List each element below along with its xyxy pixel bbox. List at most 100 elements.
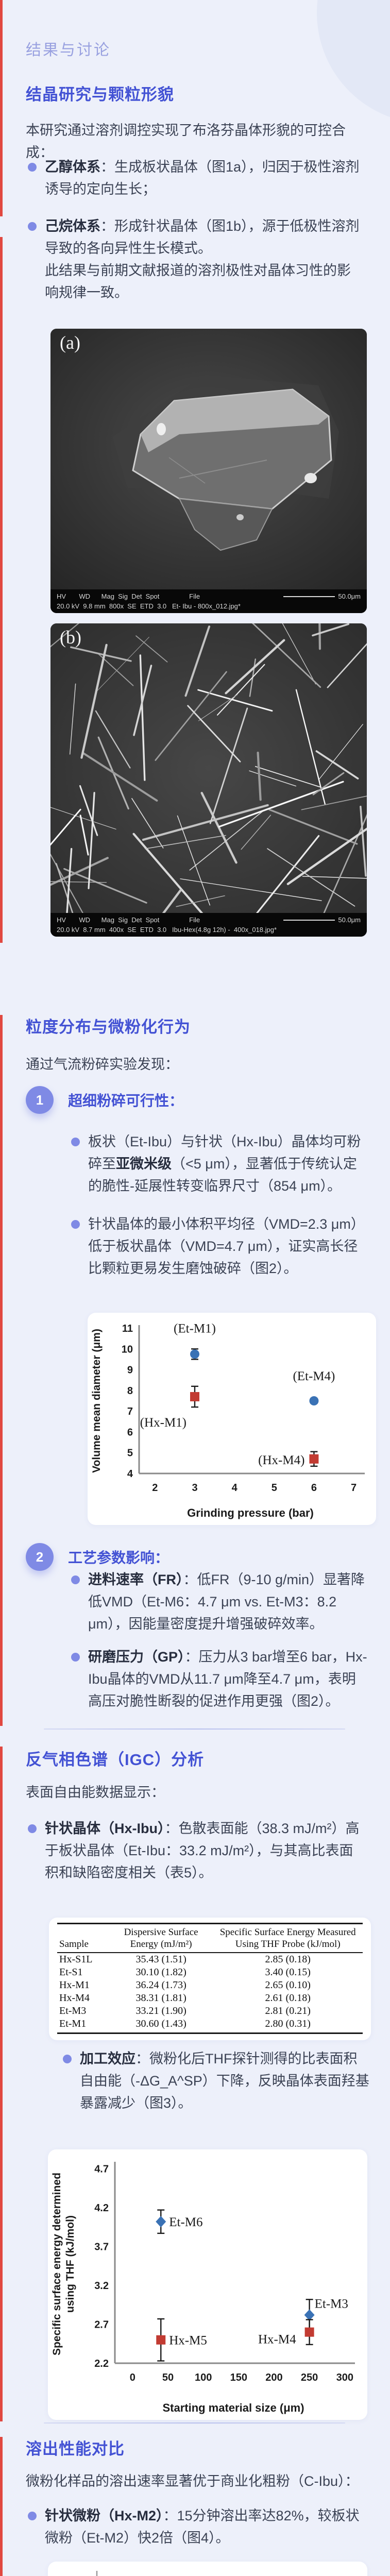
- svg-text:4.2: 4.2: [94, 2202, 109, 2214]
- svg-text:using THF (kJ/mol): using THF (kJ/mol): [64, 2215, 76, 2313]
- svg-text:Volume mean diameter (μm): Volume mean diameter (μm): [91, 1329, 103, 1473]
- section-title-igc: 反气相色谱（IGC）分析: [26, 1751, 205, 1769]
- step-label: 超细粉碎可行性：: [68, 1093, 184, 1109]
- bullet-text: ：微粉化后THF探针测得的比表面积自由能（-ΔG_A^SP）下降，反映晶体表面羟…: [80, 2051, 369, 2111]
- left-edge-artifact: [0, 237, 3, 943]
- table-row: Et-S1 30.10 (1.82) 3.40 (0.15): [59, 1967, 311, 1978]
- bullet-dot: [71, 1653, 80, 1662]
- bullet-label: 研磨压力（GP）: [88, 1649, 185, 1665]
- bullet-processing-effect: 加工效应：微粉化后THF探针测得的比表面积自由能（-ΔG_A^SP）下降，反映晶…: [63, 2048, 369, 2114]
- sse-vs-size-chart-panel: 2.2 2.7 3.2 3.7 4.2 4.7 0 50 100 150 200 250 300 Star…: [48, 2149, 367, 2420]
- svg-text:7: 7: [127, 1406, 133, 1417]
- bullet-dot: [28, 222, 37, 231]
- sem-needles-image: [50, 623, 367, 913]
- svg-text:Hx-M4: Hx-M4: [258, 2333, 296, 2347]
- section-intro: 通过气流粉碎实验发现：: [26, 1057, 179, 1072]
- sub-bullet-micronisation: 板状（Et-Ibu）与针状（Hx-Ibu）晶体均可粉碎至亚微米级（<5 μm），…: [71, 1131, 367, 1197]
- bullet-dot: [71, 1575, 80, 1584]
- svg-text:Specific surface energy determ: Specific surface energy determined: [51, 2173, 63, 2355]
- scale-bar-label: 50.0μm: [338, 916, 361, 924]
- section-title-particle-size: 粒度分布与微粉化行为: [26, 1018, 191, 1036]
- numbered-item-2: 2 工艺参数影响：: [26, 1543, 169, 1571]
- surface-energy-table-panel: Sample Dispersive Surface Energy (mJ/m²)…: [49, 1918, 371, 2040]
- step-number-badge: 1: [26, 1086, 54, 1114]
- svg-text:2: 2: [152, 1482, 158, 1494]
- svg-text:0: 0: [130, 2372, 135, 2383]
- vmd-vs-pressure-chart-panel: 4 5 6 7 8 9 10 11 2 3 4 5 6 7 Grinding pressure (bar) V…: [88, 1313, 376, 1525]
- bullet-needle-dissolution: 针状微粉（Hx-M2）：15分钟溶出率达82%，较板状微粉（Et-M2）快2倍（…: [28, 2505, 363, 2549]
- sem-meta-headers: HV WD Mag Sig Det Spot File: [57, 592, 200, 600]
- sub-bullet-feed-rate: 进料速率（FR）：低FR（9-10 g/min）显著降低VMD（Et-M6：4.…: [71, 1569, 367, 1635]
- svg-text:Et-M6: Et-M6: [169, 2215, 202, 2229]
- surface-energy-table: Sample Dispersive Surface Energy (mJ/m²)…: [57, 1923, 363, 2034]
- svg-text:4: 4: [232, 1482, 238, 1494]
- bullet-text: （<5 μm），显著低于传统认定的脆性-延展性转变临界尺寸（854 μm）。: [88, 1156, 357, 1194]
- bullet-note: 此结果与前期文献报道的溶剂极性对晶体习性的影响规律一致。: [45, 263, 351, 300]
- table-row: Hx-M4 38.31 (1.81) 2.61 (0.18): [59, 1992, 311, 2004]
- svg-text:5: 5: [127, 1448, 133, 1459]
- scale-bar-label: 50.0μm: [338, 592, 361, 600]
- bullet-label: 针状晶体（Hx-Ibu）: [45, 1821, 165, 1836]
- section-intro: 本研究通过溶剂调控实现了布洛芬晶体形貌的可控合成：: [26, 123, 346, 160]
- dissolution-chart: 0.0020.0040.0060.0080.00100.00120.000102…: [96, 2571, 98, 2576]
- scale-bar-line: [283, 596, 335, 597]
- sem-figure-plate-crystal: (a) HV WD Mag Sig Det Spot File 50.0μm 2…: [50, 329, 367, 613]
- bullet-dot: [63, 2055, 72, 2063]
- sem-meta-values: 20.0 kV 9.8 mm 800x SE ETD 3.0 Et- Ibu -…: [57, 602, 241, 610]
- svg-text:6: 6: [127, 1427, 133, 1438]
- bullet-needle-surface-energy: 针状晶体（Hx-Ibu）：色散表面能（38.3 mJ/m²）高于板状晶体（Et-…: [28, 1818, 363, 1884]
- svg-text:3.7: 3.7: [94, 2242, 109, 2253]
- svg-text:150: 150: [230, 2372, 247, 2383]
- svg-text:10: 10: [122, 1344, 133, 1355]
- dissolution-chart-panel: 0.0020.0040.0060.0080.00100.00120.000102…: [48, 2562, 367, 2576]
- vmd-vs-pressure-chart: 4 5 6 7 8 9 10 11 2 3 4 5 6 7 Grinding pressure (bar) V…: [91, 1321, 365, 1519]
- bullet-text: ：生成板状晶体（图1a），归因于极性溶剂诱导的定向生长；: [45, 159, 360, 197]
- table-row: Et-M3 33.21 (1.90) 2.81 (0.21): [59, 2005, 311, 2016]
- bullet-label: 进料速率（FR）: [88, 1572, 183, 1587]
- bullet-text: ：压力从3 bar增至6 bar，Hx-Ibu晶体的VMD从11.7 μm降至4…: [88, 1649, 367, 1709]
- svg-text:6: 6: [311, 1482, 317, 1494]
- svg-text:(Et-M4): (Et-M4): [293, 1369, 335, 1383]
- svg-text:(Hx-M4): (Hx-M4): [258, 1453, 304, 1467]
- svg-text:100: 100: [195, 2372, 212, 2383]
- svg-text:9: 9: [127, 1365, 133, 1376]
- bullet-text: ：形成针状晶体（图1b），源于低极性溶剂导致的各向异性生长模式。: [45, 218, 360, 256]
- bullet-text: 针状晶体的最小体积平均径（VMD=2.3 μm）低于板状晶体（VMD=4.7 μ…: [88, 1216, 365, 1276]
- svg-text:8: 8: [127, 1385, 133, 1397]
- svg-text:250: 250: [301, 2372, 318, 2383]
- table-header-row: Sample Dispersive Surface Energy (mJ/m²)…: [57, 1923, 363, 1953]
- section-divider: [44, 1728, 345, 1730]
- svg-text:4.7: 4.7: [94, 2164, 109, 2175]
- step-label: 工艺参数影响：: [68, 1550, 169, 1566]
- table-row: Hx-M1 36.24 (1.73) 2.65 (0.10): [59, 1979, 311, 1991]
- bullet-ethanol-system: 乙醇体系：生成板状晶体（图1a），归因于极性溶剂诱导的定向生长；: [28, 156, 363, 200]
- bullet-dot: [28, 1824, 37, 1833]
- col-header-specific: Specific Surface Energy Measured Using T…: [213, 1923, 363, 1953]
- page-title: 结果与讨论: [26, 42, 111, 59]
- sem-metadata-bar: HV WD Mag Sig Det Spot File 50.0μm 20.0 …: [50, 589, 367, 613]
- scale-bar: 50.0μm: [283, 915, 361, 925]
- svg-text:11: 11: [122, 1323, 133, 1334]
- scale-bar-line: [283, 919, 335, 921]
- sse-vs-size-chart: 2.2 2.7 3.2 3.7 4.2 4.7 0 50 100 150 200 250 300 Star…: [51, 2162, 355, 2414]
- figure-label-b: (b): [60, 627, 81, 648]
- corner-circle-decoration: [317, 0, 390, 124]
- section-title-crystallization: 结晶研究与颗粒形貌: [26, 86, 174, 104]
- sem-meta-headers: HV WD Mag Sig Det Spot File: [57, 916, 200, 924]
- bullet-dot: [71, 1138, 80, 1146]
- left-edge-artifact: [0, 0, 3, 216]
- bullet-bold: 亚微米级: [116, 1156, 172, 1172]
- sem-figure-needle-crystals: (b) HV WD Mag Sig Det Spot File 50.0μm 2…: [50, 623, 367, 937]
- bullet-text: ：低FR（9-10 g/min）显著降低VMD（Et-M6：4.7 μm vs.…: [88, 1572, 365, 1632]
- section-intro: 微粉化样品的溶出速率显著优于商业化粗粉（C-Ibu）：: [26, 2473, 359, 2489]
- bullet-dot: [71, 1220, 80, 1229]
- col-header-dispersive: Dispersive Surface Energy (mJ/m²): [109, 1923, 213, 1953]
- svg-text:5: 5: [272, 1482, 277, 1494]
- left-edge-artifact: [0, 2437, 3, 2576]
- svg-text:Et-M3: Et-M3: [315, 2297, 348, 2311]
- bullet-label: 乙醇体系: [45, 159, 100, 175]
- scale-bar: 50.0μm: [283, 591, 361, 601]
- bullet-text: ：色散表面能（38.3 mJ/m²）高于板状晶体（Et-Ibu：33.2 mJ/…: [45, 1821, 360, 1880]
- bullet-label: 己烷体系: [45, 218, 100, 234]
